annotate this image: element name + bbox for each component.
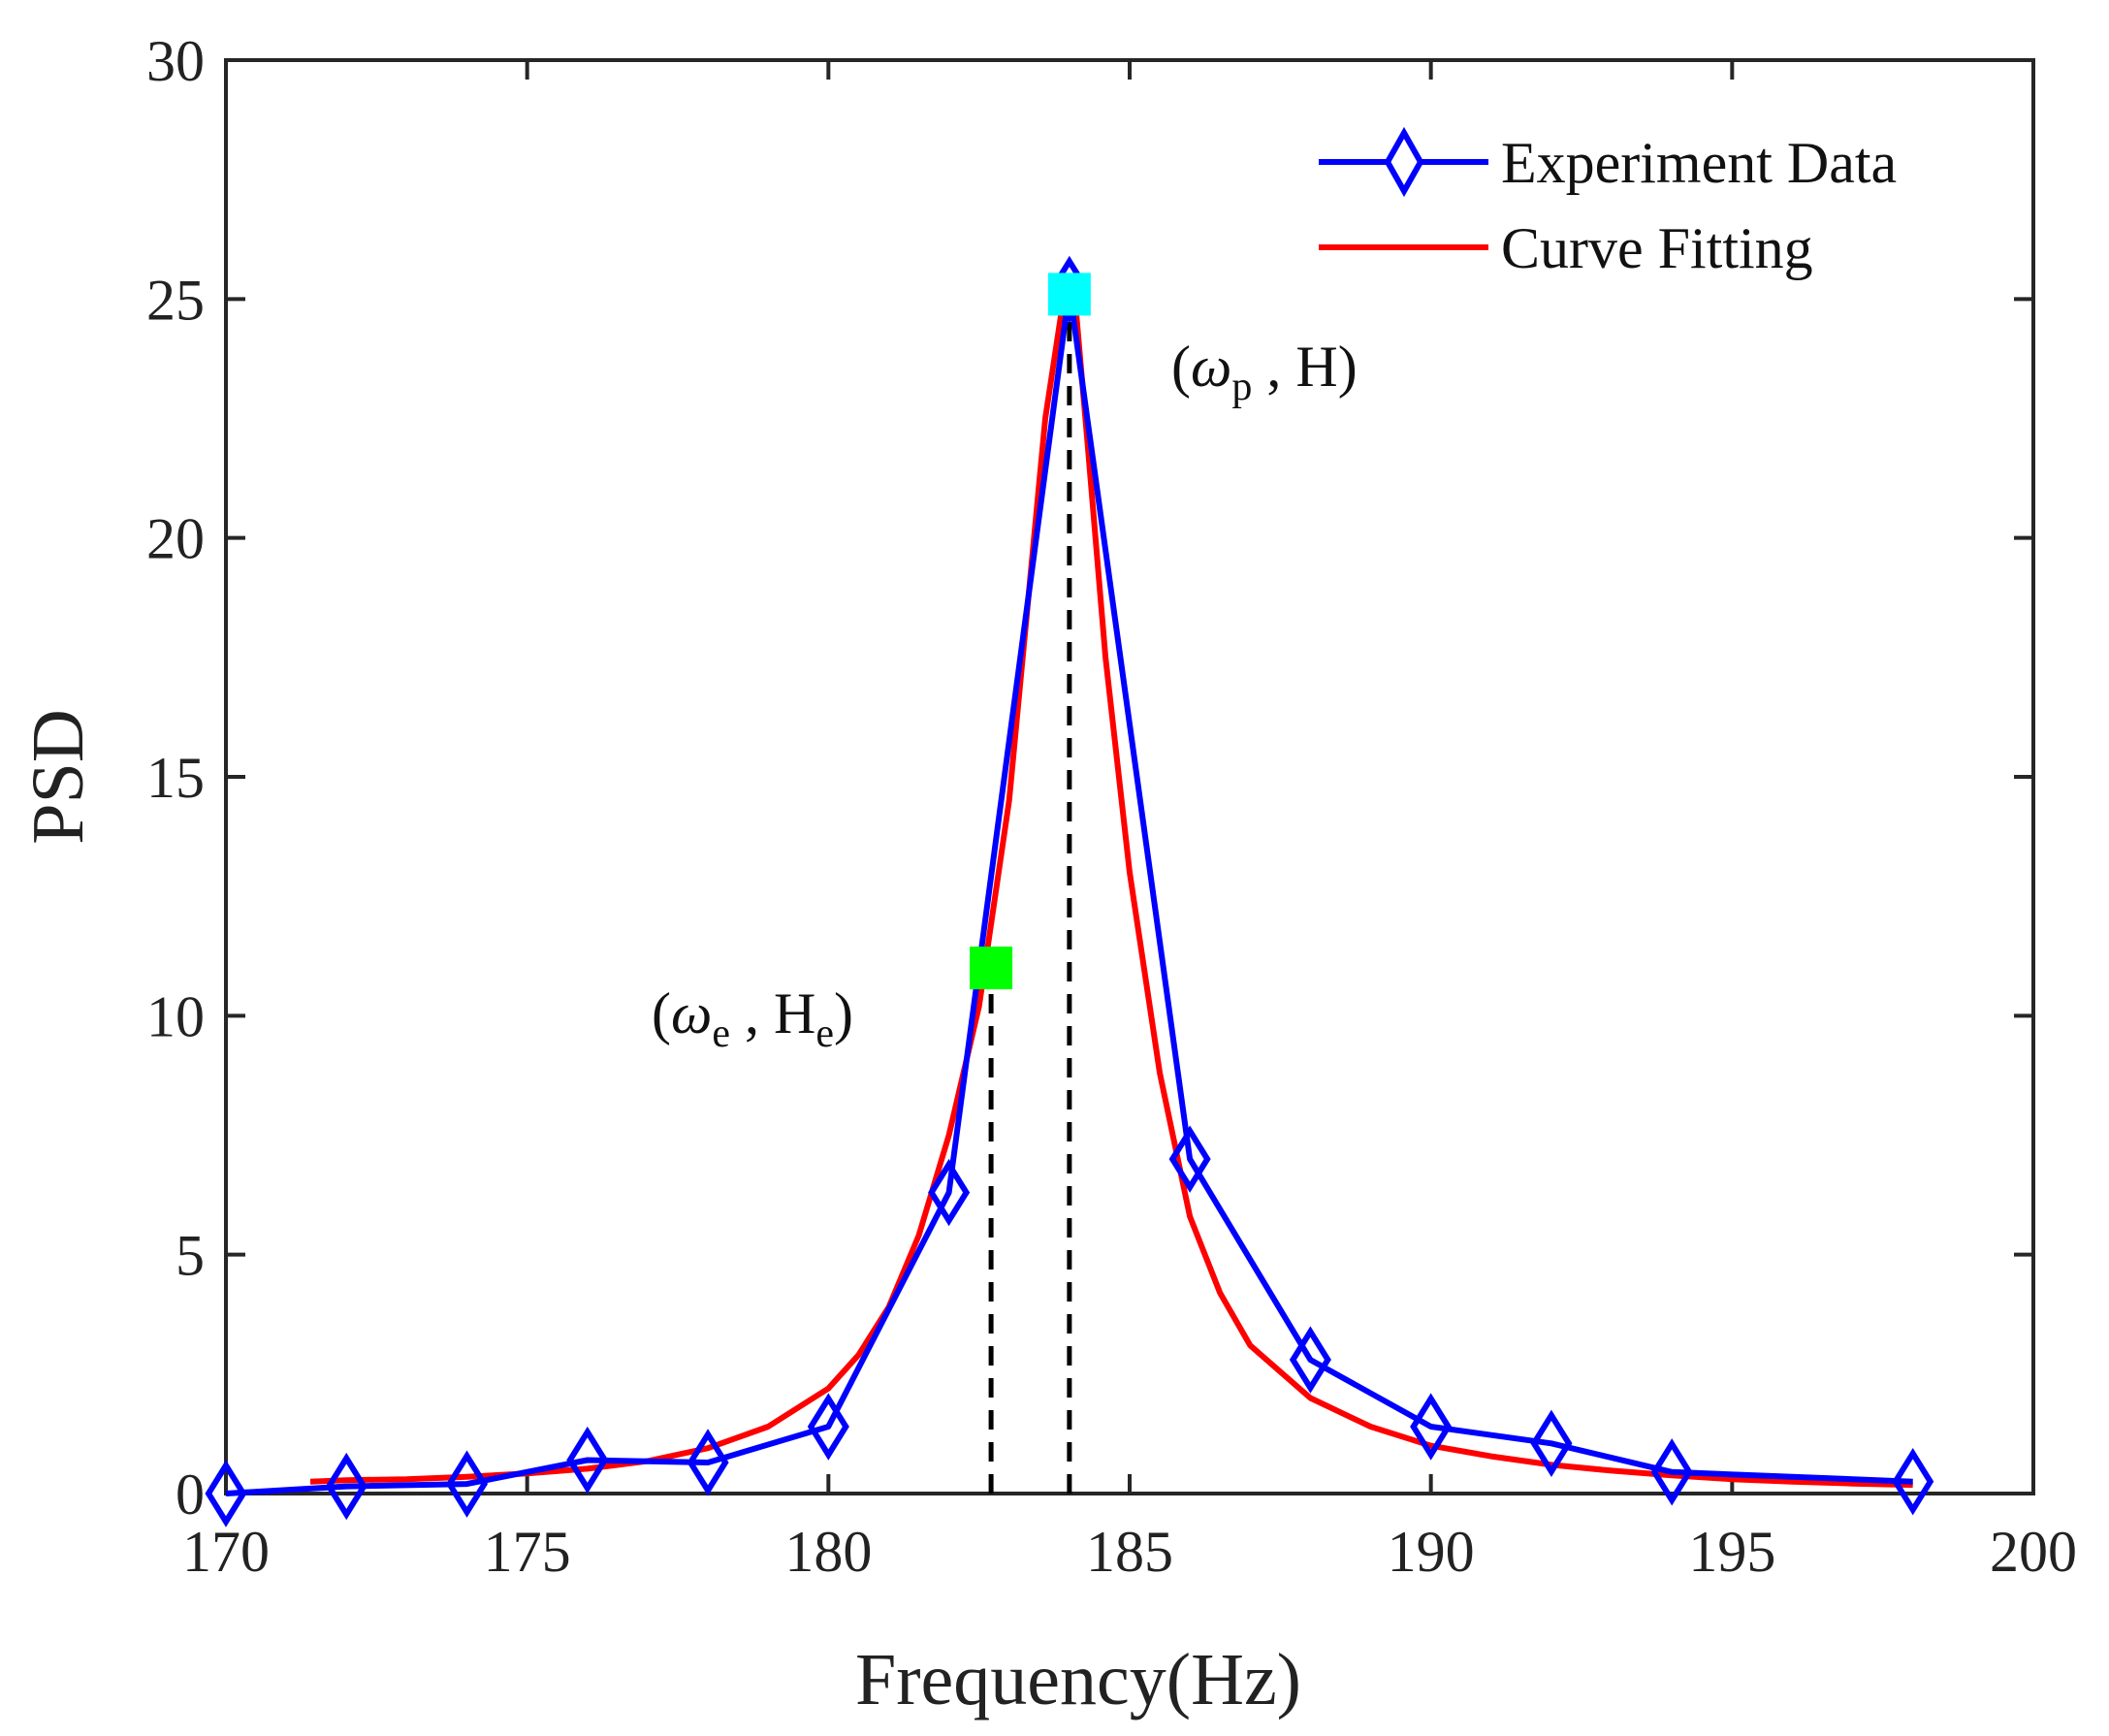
y-tick-label: 20	[146, 507, 205, 571]
y-tick-label: 0	[176, 1463, 205, 1527]
legend: Experiment Data Curve Fitting	[1319, 126, 1897, 280]
x-tick-label: 180	[784, 1520, 872, 1584]
legend-experiment-diamond-icon	[1384, 126, 1424, 198]
legend-fitting-label: Curve Fitting	[1501, 216, 1813, 280]
experiment-data-point	[1410, 1393, 1453, 1461]
y-tick-label: 10	[146, 984, 205, 1048]
half-power-marker	[970, 947, 1013, 990]
axis-ticks	[224, 58, 2035, 1495]
experiment-data-point	[928, 1158, 971, 1227]
experiment-data-point	[1530, 1409, 1573, 1477]
x-tick-label: 185	[1086, 1520, 1173, 1584]
peak-annotation: (ωp , H)	[1171, 335, 1358, 409]
x-axis-title: Frequency(Hz)	[855, 1639, 1301, 1720]
axis-tick-labels: 170 175 180 185 190 195 200 0 5 10 15 20 25 30	[146, 29, 2077, 1584]
y-tick-label: 25	[146, 268, 205, 332]
experiment-data-point	[1289, 1326, 1331, 1394]
experiment-data-line	[225, 286, 1913, 1496]
markers-layer	[970, 273, 1091, 990]
experiment-data-point	[1168, 1125, 1211, 1193]
experiment-data-point	[687, 1429, 729, 1496]
experiment-data-point	[566, 1426, 609, 1495]
x-tick-label: 190	[1388, 1520, 1475, 1584]
x-tick-label: 200	[1990, 1520, 2077, 1584]
experiment-data-point	[807, 1393, 849, 1461]
x-tick-label: 170	[182, 1520, 270, 1584]
y-axis-title: PSD	[17, 709, 99, 844]
y-tick-label: 5	[176, 1224, 205, 1288]
experiment-data-point	[1650, 1438, 1693, 1506]
experiment-data-point	[1892, 1447, 1934, 1516]
legend-experiment-label: Experiment Data	[1501, 131, 1897, 195]
x-tick-label: 195	[1688, 1520, 1775, 1584]
experiment-data-point	[325, 1452, 367, 1521]
x-tick-label: 175	[484, 1520, 571, 1584]
half-power-annotation: (ωe , He)	[652, 981, 853, 1056]
y-tick-label: 30	[146, 29, 205, 93]
peak-marker	[1047, 273, 1091, 316]
dashed-guides	[988, 294, 1072, 1494]
y-tick-label: 15	[146, 746, 205, 810]
experiment-data-point	[205, 1460, 247, 1527]
experiment-data-point	[446, 1450, 489, 1518]
